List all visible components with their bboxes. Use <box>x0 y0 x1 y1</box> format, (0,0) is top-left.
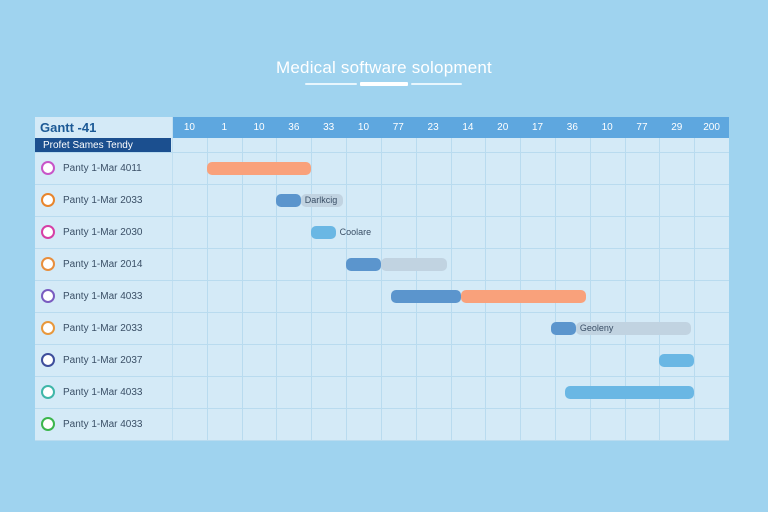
task-bar[interactable] <box>551 322 576 335</box>
task-status-icon <box>41 193 55 207</box>
title-underline-center <box>360 82 408 86</box>
timeline-column-header: 20 <box>497 122 509 133</box>
grid-line-vertical <box>589 138 591 440</box>
task-column-header: Profet Sames Tendy <box>35 138 171 153</box>
task-bar[interactable] <box>276 194 301 207</box>
task-row-label: Panty 1-Mar 2033 <box>41 312 143 344</box>
grid-line-vertical <box>206 138 208 440</box>
task-bar[interactable] <box>460 290 587 303</box>
task-bar[interactable] <box>391 290 461 303</box>
timeline-column-header: 10 <box>357 122 370 133</box>
gantt-chart: Gantt -41 Profet Sames Tendy 10 1 10 36 33 10… <box>35 117 729 441</box>
task-status-icon <box>41 289 55 303</box>
timeline-column-header: 10 <box>183 122 195 133</box>
task-name: Panty 1-Mar 4033 <box>63 290 143 302</box>
timeline-column-header: 14 <box>462 122 474 133</box>
grid-line-horizontal <box>35 344 729 345</box>
grid-line-vertical <box>276 138 278 440</box>
task-bar[interactable] <box>300 194 343 207</box>
task-status-icon <box>41 385 55 399</box>
task-name: Panty 1-Mar 2037 <box>63 354 143 366</box>
timeline-column-header: 36 <box>288 122 300 133</box>
task-bar[interactable] <box>380 258 448 271</box>
grid-line-horizontal <box>35 184 729 185</box>
task-name: Panty 1-Mar 4033 <box>63 386 143 398</box>
grid-line-vertical <box>241 138 243 440</box>
task-row-label: Panty 1-Mar 4033 <box>41 280 143 312</box>
grid-line-vertical <box>450 138 452 440</box>
task-status-icon <box>41 257 55 271</box>
grid-line-vertical <box>311 138 313 440</box>
grid-line-horizontal <box>35 440 729 441</box>
timeline-column-header: 17 <box>531 122 544 133</box>
task-bar[interactable] <box>206 162 312 175</box>
grid-line-vertical <box>346 138 348 440</box>
task-bar-label: Coolare <box>339 227 372 237</box>
task-bar[interactable] <box>659 354 695 367</box>
task-name: Panty 1-Mar 2033 <box>63 322 143 334</box>
task-name: Panty 1-Mar 2033 <box>63 194 143 206</box>
chart-title: Medical software solopment <box>276 58 492 77</box>
task-row-label: Panty 1-Mar 4033 <box>41 376 143 408</box>
grid-line-vertical <box>694 138 696 440</box>
timeline-column-header: 23 <box>427 122 439 133</box>
timeline-column-header: 77 <box>636 122 648 133</box>
grid-line-horizontal <box>35 216 729 217</box>
task-name: Panty 1-Mar 2014 <box>63 258 143 270</box>
task-bar[interactable] <box>311 226 336 239</box>
task-row-label: Panty 1-Mar 4033 <box>41 408 143 440</box>
timeline-header <box>172 117 729 138</box>
grid-line-vertical <box>624 138 626 440</box>
timeline-column-header: 200 <box>703 122 720 133</box>
task-row-label: Panty 1-Mar 2030 <box>41 216 143 248</box>
task-row-label: Panty 1-Mar 2037 <box>41 344 143 376</box>
title-underline-left <box>305 83 357 85</box>
grid-line-horizontal <box>35 312 729 313</box>
grid-line-vertical <box>485 138 487 440</box>
grid-line-horizontal <box>35 408 729 409</box>
task-name: Panty 1-Mar 4033 <box>63 418 143 430</box>
task-status-icon <box>41 225 55 239</box>
title-underline-right <box>411 83 462 85</box>
grid-line-horizontal <box>35 280 729 281</box>
grid-line-vertical <box>380 138 382 440</box>
grid-line-vertical <box>659 138 661 440</box>
task-row-label: Panty 1-Mar 2014 <box>41 248 143 280</box>
timeline-column-header: 29 <box>671 122 683 133</box>
task-status-icon <box>41 321 55 335</box>
grid-line-horizontal <box>35 376 729 377</box>
task-bar[interactable] <box>346 258 381 271</box>
grid-line-vertical <box>415 138 417 440</box>
task-bar[interactable] <box>575 322 691 335</box>
grid-line-vertical <box>554 138 556 440</box>
grid-line-horizontal <box>35 248 729 249</box>
task-bar[interactable] <box>565 386 695 399</box>
task-name: Panty 1-Mar 2030 <box>63 226 143 238</box>
timeline-column-header: 1 <box>221 122 227 133</box>
grid-line-horizontal <box>35 152 729 153</box>
task-status-icon <box>41 161 55 175</box>
timeline-column-header: 10 <box>253 122 265 133</box>
grid-line-vertical <box>520 138 522 440</box>
timeline-column-header: 33 <box>323 122 335 133</box>
task-row-label: Panty 1-Mar 2033 <box>41 184 143 216</box>
gantt-label: Gantt -41 <box>40 120 97 135</box>
grid-line-vertical <box>172 117 173 440</box>
timeline-column-header: 10 <box>601 122 613 133</box>
timeline-column-header: 77 <box>392 122 404 133</box>
task-row-label: Panty 1-Mar 4011 <box>41 152 142 184</box>
task-bar-label: Geoleny <box>579 323 614 333</box>
task-bar-label: Darlkcig <box>304 195 338 205</box>
task-status-icon <box>41 353 55 367</box>
task-status-icon <box>41 417 55 431</box>
timeline-column-header: 36 <box>566 122 578 133</box>
task-name: Panty 1-Mar 4011 <box>63 162 142 174</box>
